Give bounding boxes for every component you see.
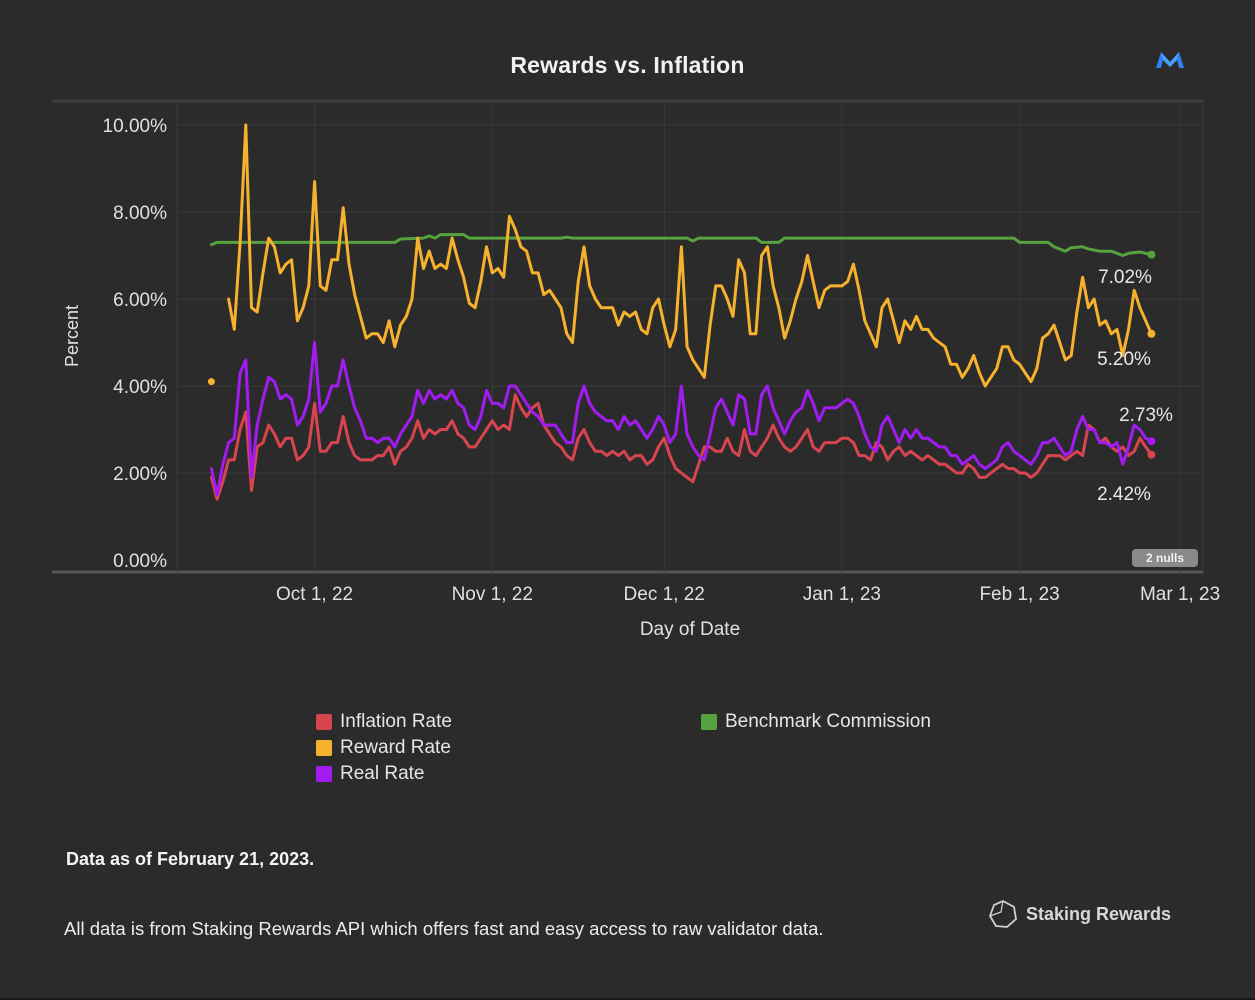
y-tick-label: 4.00% [113,377,167,398]
series-end-marker-reward [1147,329,1156,338]
y-tick-label: 6.00% [113,290,167,311]
legend-label-inflation: Inflation Rate [340,711,452,732]
x-tick-label: Jan 1, 23 [803,584,881,605]
y-axis-title: Percent [62,305,82,367]
x-axis-title: Day of Date [640,619,740,640]
y-tick-label: 8.00% [113,203,167,224]
legend-item-inflation[interactable]: Inflation Rate [316,709,452,735]
legend-item-real[interactable]: Real Rate [316,761,452,787]
legend-label-real: Real Rate [340,763,425,784]
data-date-note: Data as of February 21, 2023. [66,849,315,869]
end-value-label-benchmark: 7.02% [1098,267,1152,288]
source-note: All data is from Staking Rewards API whi… [64,918,824,939]
legend-right: Benchmark Commission [701,709,931,735]
legend-swatch-real [316,766,332,782]
x-tick-label: Nov 1, 22 [452,584,533,605]
nulls-badge [1132,549,1198,567]
chart-title: Rewards vs. Inflation [510,52,745,78]
y-tick-label: 0.00% [113,551,167,572]
staking-rewards-logo-icon [989,899,1017,928]
y-tick-label: 2.00% [113,464,167,485]
series-end-marker-benchmark [1147,250,1156,259]
x-tick-label: Mar 1, 23 [1140,584,1220,605]
legend-item-benchmark[interactable]: Benchmark Commission [701,709,931,735]
series-line-reward [227,123,1153,388]
staking-rewards-logo[interactable]: Staking Rewards [988,899,1171,929]
line-chart: 0.00% 2.00% 4.00% 6.00% 8.00% 10.00% Oct 1, 22… [52,99,1220,640]
series-line-real [209,341,1153,497]
legend-swatch-reward [316,740,332,756]
nulls-badge-label: 2 nulls [1146,551,1184,565]
series-line-benchmark [209,233,1153,257]
x-tick-label: Feb 1, 23 [979,584,1059,605]
series-end-marker-real [1147,437,1156,446]
logo-text: Staking Rewards [1026,903,1172,924]
x-tick-label: Dec 1, 22 [624,584,705,605]
legend-swatch-benchmark [701,714,717,730]
end-value-label-inflation: 2.42% [1097,484,1151,505]
legend-left: Inflation Rate Reward Rate Real Rate [316,709,452,787]
legend-swatch-inflation [316,714,332,730]
series-point-reward [207,378,215,386]
x-tick-label: Oct 1, 22 [276,584,353,605]
y-tick-label: 10.00% [103,116,168,137]
series-line-inflation [209,393,1153,501]
end-value-label-reward: 5.20% [1097,349,1151,370]
m-logo-icon [1156,52,1184,68]
series-end-marker-inflation [1147,450,1156,459]
legend-label-benchmark: Benchmark Commission [725,711,931,732]
legend-item-reward[interactable]: Reward Rate [316,735,452,761]
legend-label-reward: Reward Rate [340,737,451,758]
end-value-label-real: 2.73% [1119,405,1173,426]
